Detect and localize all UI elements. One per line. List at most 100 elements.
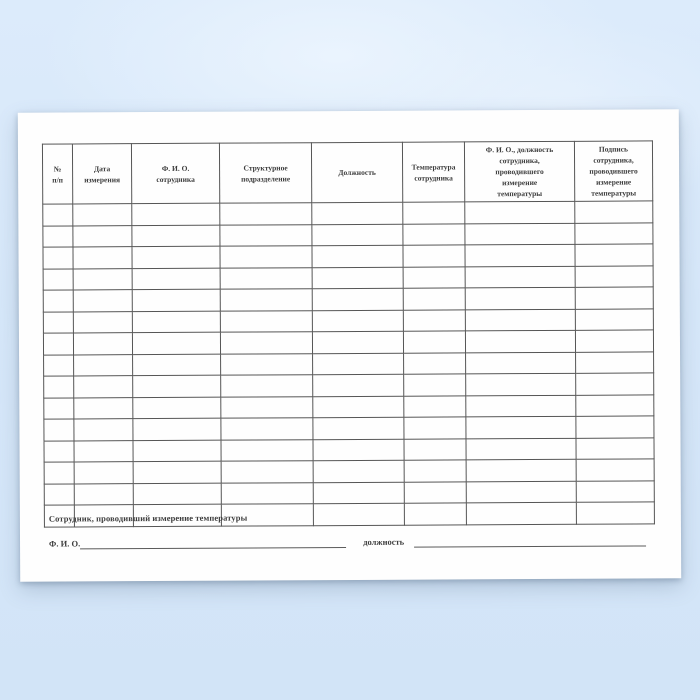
position-blank-line	[414, 534, 647, 548]
table-cell-empty	[42, 246, 74, 269]
table-cell-empty	[311, 223, 403, 246]
table-cell-empty	[312, 395, 404, 418]
table-cell-empty	[43, 268, 74, 291]
header-department: Структурное подразделение	[219, 142, 312, 204]
table-cell-empty	[221, 482, 314, 505]
table-cell-empty	[73, 397, 133, 419]
table-cell-empty	[219, 224, 312, 247]
table-cell-empty	[219, 245, 313, 268]
table-cell-empty	[312, 309, 404, 332]
table-cell-empty	[72, 225, 132, 247]
footer-signature-row: Ф. И. О. должность	[49, 533, 651, 550]
table-cell-empty	[73, 268, 133, 290]
table-cell-empty	[403, 438, 467, 461]
header-temperature: Температура сотрудника	[402, 141, 465, 203]
table-cell-empty	[44, 461, 75, 484]
table-cell-empty	[132, 418, 221, 441]
table-cell-empty	[131, 246, 221, 269]
footer-note: Сотрудник, проводивший измерение темпера…	[48, 512, 248, 524]
table-cell-empty	[574, 222, 653, 245]
table-cell-empty	[72, 203, 132, 226]
table-cell-empty	[312, 352, 404, 375]
table-cell-empty	[132, 439, 222, 462]
table-cell-empty	[403, 287, 466, 310]
table-cell-empty	[131, 224, 220, 247]
table-cell-empty	[402, 201, 465, 224]
header-employee-name: Ф. И. О. сотрудника	[131, 143, 220, 204]
table-cell-empty	[575, 394, 654, 417]
table-cell-empty	[132, 353, 221, 376]
table-cell-empty	[132, 332, 221, 355]
table-cell-empty	[575, 265, 654, 288]
table-cell-empty	[73, 311, 133, 333]
table-cell-empty	[220, 331, 313, 354]
table-cell-empty	[221, 460, 314, 483]
table-cell-empty	[132, 267, 221, 290]
document-sheet: № п/п Дата измерения Ф. И. О. сотрудника…	[17, 109, 682, 582]
table-cell-empty	[466, 459, 577, 482]
table-cell-empty	[312, 266, 404, 289]
table-cell-empty	[312, 374, 404, 397]
table-cell-empty	[132, 396, 221, 419]
table-cell-empty	[131, 203, 220, 226]
table-cell-empty	[576, 458, 655, 481]
table-cell-empty	[465, 265, 576, 288]
table-cell-empty	[403, 266, 466, 289]
table-cell-empty	[311, 202, 403, 225]
table-cell-empty	[74, 461, 134, 484]
table-cell-empty	[220, 396, 313, 419]
table-cell-empty	[73, 289, 133, 312]
table-cell-empty	[465, 351, 576, 374]
table-cell-empty	[465, 437, 577, 460]
table-cell-empty	[42, 225, 73, 248]
table-cell-empty	[574, 200, 653, 223]
table-cell-empty	[575, 437, 655, 460]
table-cell-empty	[219, 202, 312, 225]
table-cell-empty	[43, 332, 74, 355]
table-cell-empty	[403, 395, 466, 418]
table-cell-empty	[44, 483, 75, 506]
table-header: № п/п Дата измерения Ф. И. О. сотрудника…	[42, 140, 653, 205]
table-cell-empty	[403, 416, 466, 439]
table-cell-empty	[220, 353, 313, 376]
table-cell-empty	[575, 372, 654, 395]
table-cell-empty	[404, 502, 467, 525]
table-cell-empty	[43, 311, 74, 334]
table-cell-empty	[312, 438, 405, 461]
table-body	[42, 200, 655, 527]
table-cell-empty	[72, 246, 133, 269]
header-measurer-signature: Подпись сотрудника, проводившего измерен…	[574, 140, 653, 202]
table-cell-empty	[403, 352, 466, 375]
table-cell-empty	[132, 310, 221, 333]
table-cell-empty	[74, 483, 134, 505]
table-cell-empty	[575, 286, 654, 309]
table-cell-empty	[464, 201, 575, 224]
table-cell-empty	[73, 418, 133, 441]
table-cell-empty	[404, 481, 467, 504]
table-cell-empty	[43, 375, 74, 398]
table-cell-empty	[132, 289, 221, 312]
table-cell-empty	[43, 289, 74, 312]
table-cell-empty	[575, 415, 654, 438]
table-cell-empty	[576, 501, 655, 524]
table-cell-empty	[466, 502, 577, 525]
temperature-log-table: № п/п Дата измерения Ф. И. О. сотрудника…	[42, 140, 655, 527]
table-cell-empty	[43, 418, 74, 441]
table-cell-empty	[465, 330, 576, 353]
table-cell-empty	[465, 394, 576, 417]
table-cell-empty	[312, 331, 404, 354]
table-cell-empty	[465, 373, 576, 396]
table-cell-empty	[312, 417, 404, 440]
table-cell-empty	[575, 308, 654, 331]
table-cell-empty	[73, 440, 134, 462]
table-header-row: № п/п Дата измерения Ф. И. О. сотрудника…	[42, 140, 653, 205]
table-cell-empty	[132, 375, 221, 398]
table-cell-empty	[403, 373, 466, 396]
table-cell-empty	[220, 439, 314, 462]
table-cell-empty	[220, 267, 313, 290]
table-cell-empty	[465, 416, 576, 439]
table-cell-empty	[220, 417, 313, 440]
position-label: должность	[363, 536, 405, 547]
table-cell-empty	[73, 354, 133, 376]
